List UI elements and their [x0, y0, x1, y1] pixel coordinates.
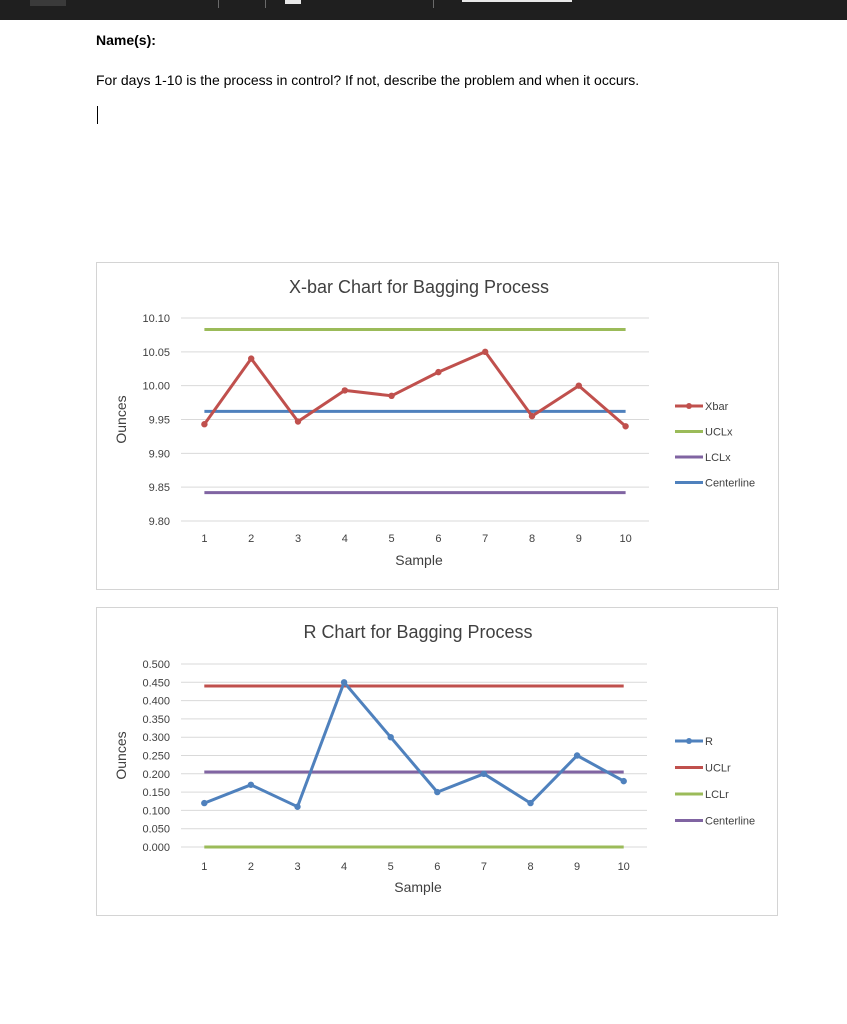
y-tick-label: 9.80 — [149, 516, 170, 528]
x-tick-label: 1 — [201, 861, 207, 873]
data-point-r — [527, 799, 534, 807]
y-tick-label: 9.95 — [149, 415, 170, 427]
name-label: Name(s): — [96, 32, 156, 48]
toolbar-tab[interactable] — [285, 0, 301, 4]
data-point-r — [573, 752, 581, 759]
x-tick-label: 3 — [294, 861, 300, 873]
data-point-xbar — [435, 368, 442, 376]
x-tick-label: 8 — [527, 861, 533, 873]
x-tick-label: 5 — [388, 861, 394, 873]
legend-label-centerline: Centerline — [705, 478, 755, 490]
y-tick-label: 10.00 — [142, 381, 170, 393]
series-line-xbar — [203, 350, 627, 428]
y-tick-label: 0.250 — [142, 751, 170, 763]
window-toolbar — [0, 0, 847, 20]
x-tick-label: 3 — [295, 533, 301, 545]
x-tick-label: 9 — [576, 533, 582, 545]
legend-marker-xbar — [686, 403, 692, 409]
data-point-xbar — [528, 412, 536, 420]
x-tick-label: 2 — [248, 533, 254, 545]
data-point-xbar — [622, 423, 629, 430]
y-tick-label: 0.150 — [142, 787, 170, 799]
legend-label-xbar: Xbar — [705, 401, 729, 413]
xbar-chart[interactable]: X-bar Chart for Bagging Process 10.10 10.0… — [96, 262, 779, 590]
y-tick-label: 9.85 — [149, 482, 170, 494]
x-tick-label: 6 — [434, 861, 440, 873]
x-tick-label: 10 — [619, 533, 631, 545]
y-tick-label: 0.200 — [142, 769, 170, 781]
chart-title: R Chart for Bagging Process — [303, 622, 532, 642]
legend-label-centerline: Centerline — [705, 816, 755, 828]
x-tick-label: 4 — [342, 533, 348, 545]
x-axis-title: Sample — [394, 879, 442, 895]
data-point-xbar — [388, 392, 395, 400]
legend-label-lclx: LCLx — [705, 452, 731, 464]
legend-label-r: R — [705, 736, 713, 748]
data-point-xbar — [201, 421, 208, 428]
x-tick-label: 10 — [618, 861, 630, 873]
legend-label-uclx: UCLx — [705, 427, 733, 439]
r-chart[interactable]: R Chart for Bagging Process 0.500 0.450 0.4… — [96, 607, 778, 916]
x-tick-label: 6 — [435, 533, 441, 545]
y-tick-label: 0.100 — [142, 805, 170, 817]
x-tick-label: 1 — [201, 533, 207, 545]
series-line-r — [203, 680, 625, 809]
legend-marker-r — [686, 738, 692, 744]
data-point-xbar — [575, 382, 582, 389]
data-point-xbar — [248, 355, 255, 362]
data-point-xbar — [294, 418, 302, 425]
legend-label-uclr: UCLr — [705, 763, 731, 775]
x-tick-label: 5 — [389, 533, 395, 545]
x-tick-label: 7 — [481, 861, 487, 873]
x-tick-label: 4 — [341, 861, 347, 873]
y-tick-label: 0.050 — [142, 824, 170, 836]
y-tick-label: 0.350 — [142, 714, 170, 726]
r-chart-svg: R Chart for Bagging Process 0.500 0.450 0.4… — [113, 622, 755, 895]
toolbar-tab[interactable] — [462, 0, 572, 2]
data-point-xbar — [482, 348, 489, 356]
toolbar-divider — [218, 0, 219, 8]
y-tick-label: 0.400 — [142, 696, 170, 708]
xbar-chart-svg: X-bar Chart for Bagging Process 10.10 10.0… — [113, 277, 755, 568]
data-point-r — [387, 734, 394, 741]
x-axis-title: Sample — [395, 552, 443, 568]
toolbar-tab[interactable] — [30, 0, 66, 6]
data-point-r — [247, 781, 255, 788]
y-tick-label: 10.05 — [142, 347, 170, 359]
text-cursor — [97, 106, 98, 124]
y-tick-label: 0.300 — [142, 732, 170, 744]
x-tick-label: 9 — [574, 861, 580, 873]
y-axis-title: Ounces — [113, 395, 129, 443]
chart-title: X-bar Chart for Bagging Process — [289, 277, 549, 297]
data-point-r — [434, 788, 441, 796]
data-point-r — [294, 803, 301, 810]
data-point-r — [620, 777, 627, 785]
legend-label-lclr: LCLr — [705, 789, 729, 801]
question-text[interactable]: For days 1-10 is the process in control?… — [96, 72, 640, 88]
y-tick-label: 10.10 — [142, 313, 170, 325]
y-tick-label: 0.500 — [142, 659, 170, 671]
x-tick-label: 8 — [529, 533, 535, 545]
x-tick-label: 2 — [248, 861, 254, 873]
y-tick-label: 0.000 — [142, 842, 170, 854]
y-tick-label: 0.450 — [142, 677, 170, 689]
y-axis-title: Ounces — [113, 731, 129, 779]
data-point-r — [480, 770, 488, 777]
data-point-r — [340, 679, 348, 686]
x-tick-label: 7 — [482, 533, 488, 545]
toolbar-divider — [433, 0, 434, 8]
y-tick-label: 9.90 — [149, 448, 170, 460]
data-point-r — [201, 799, 208, 807]
toolbar-divider — [265, 0, 266, 8]
data-point-xbar — [341, 387, 348, 394]
